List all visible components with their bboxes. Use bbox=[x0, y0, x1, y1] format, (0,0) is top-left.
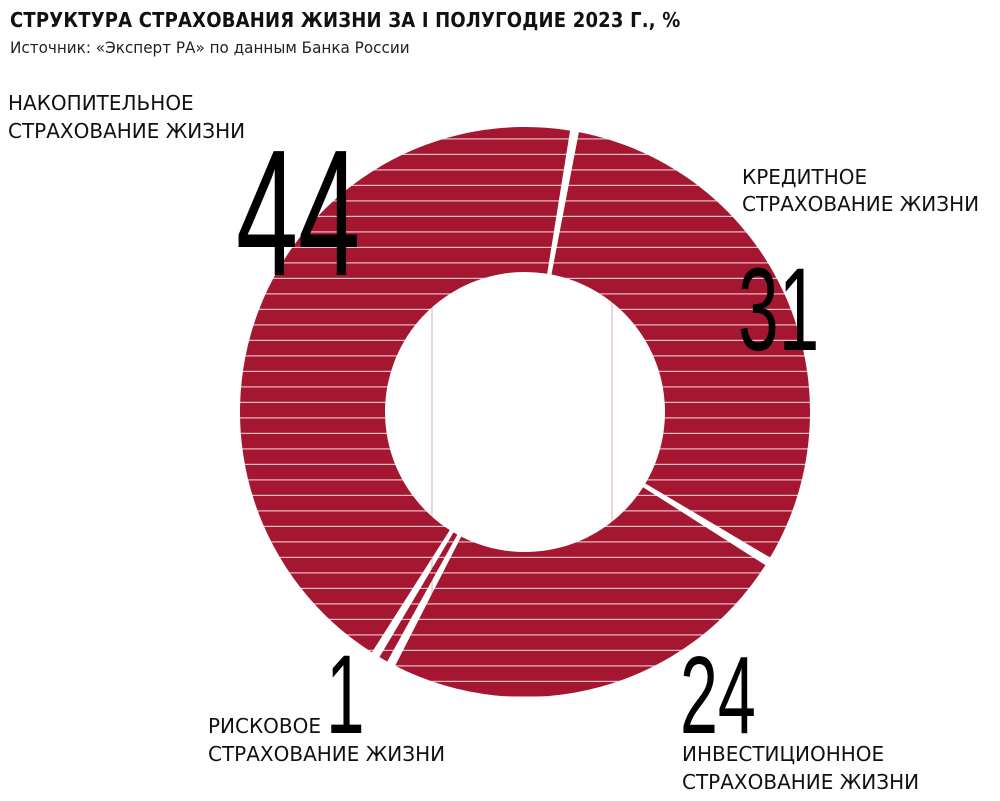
value-label-накопительное: 44 bbox=[236, 112, 360, 314]
category-label-накопительное-line2: СТРАХОВАНИЕ ЖИЗНИ bbox=[8, 119, 245, 143]
category-label-инвестиционное-line1: ИНВЕСТИЦИОННОЕ bbox=[682, 742, 884, 766]
category-label-рисковое-line1: РИСКОВОЕ bbox=[208, 714, 321, 738]
category-label-кредитное-line1: КРЕДИТНОЕ bbox=[742, 165, 867, 189]
slice-кредитное bbox=[551, 132, 811, 558]
slice-накопительное bbox=[239, 126, 571, 653]
category-label-инвестиционное-line2: СТРАХОВАНИЕ ЖИЗНИ bbox=[682, 770, 919, 794]
category-label-рисковое-line2: СТРАХОВАНИЕ ЖИЗНИ bbox=[208, 742, 445, 766]
value-label-рисковое: 1 bbox=[326, 632, 365, 757]
category-label-кредитное-line2: СТРАХОВАНИЕ ЖИЗНИ bbox=[742, 192, 979, 216]
chart-title: СТРУКТУРА СТРАХОВАНИЯ ЖИЗНИ ЗА I ПОЛУГОД… bbox=[10, 8, 681, 32]
chart-source: Источник: «Эксперт РА» по данным Банка Р… bbox=[10, 38, 410, 57]
value-label-инвестиционное: 24 bbox=[680, 634, 756, 757]
category-label-накопительное-line1: НАКОПИТЕЛЬНОЕ bbox=[8, 91, 194, 115]
slice-рисковое bbox=[379, 532, 458, 662]
value-label-кредитное: 31 bbox=[738, 243, 819, 375]
slice-инвестиционное bbox=[395, 487, 766, 697]
